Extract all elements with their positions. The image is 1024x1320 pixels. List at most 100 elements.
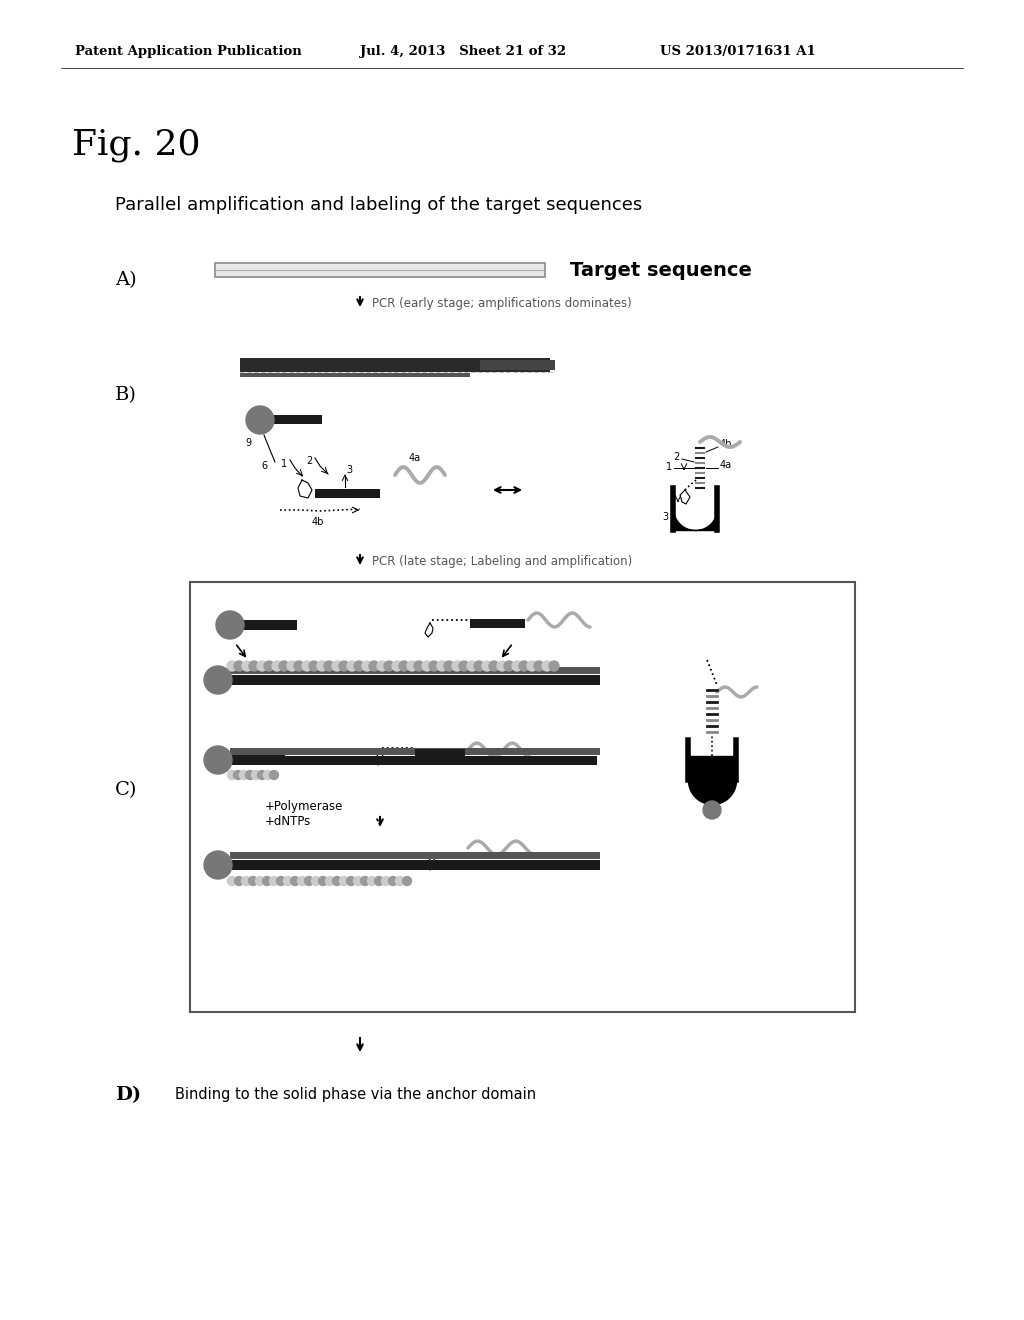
Circle shape bbox=[407, 661, 417, 671]
Circle shape bbox=[246, 771, 255, 780]
Circle shape bbox=[549, 661, 559, 671]
Text: A): A) bbox=[115, 271, 136, 289]
Circle shape bbox=[512, 661, 522, 671]
Circle shape bbox=[324, 661, 334, 671]
Circle shape bbox=[482, 661, 492, 671]
Circle shape bbox=[233, 771, 243, 780]
Circle shape bbox=[377, 661, 387, 671]
Bar bbox=[242, 620, 297, 630]
Text: 2: 2 bbox=[306, 455, 312, 466]
Circle shape bbox=[298, 876, 306, 886]
Text: Target sequence: Target sequence bbox=[570, 260, 752, 280]
Circle shape bbox=[216, 611, 244, 639]
Text: Fig. 20: Fig. 20 bbox=[72, 128, 201, 162]
Circle shape bbox=[429, 661, 439, 671]
Bar bbox=[480, 360, 555, 370]
Bar bbox=[240, 374, 470, 378]
Text: 3: 3 bbox=[662, 512, 668, 521]
Circle shape bbox=[256, 876, 264, 886]
Circle shape bbox=[269, 771, 279, 780]
Circle shape bbox=[311, 876, 321, 886]
Circle shape bbox=[249, 661, 259, 671]
Bar bbox=[315, 488, 380, 498]
Bar bbox=[190, 582, 855, 1012]
Text: 4b: 4b bbox=[312, 517, 325, 527]
Circle shape bbox=[276, 876, 286, 886]
Circle shape bbox=[368, 876, 377, 886]
Text: 4a: 4a bbox=[409, 453, 421, 463]
Circle shape bbox=[291, 876, 299, 886]
Circle shape bbox=[395, 876, 404, 886]
Circle shape bbox=[269, 876, 279, 886]
Circle shape bbox=[326, 876, 335, 886]
Circle shape bbox=[279, 661, 289, 671]
Text: 4b: 4b bbox=[720, 440, 732, 449]
Circle shape bbox=[204, 667, 232, 694]
Circle shape bbox=[369, 661, 379, 671]
Circle shape bbox=[257, 661, 267, 671]
Bar bbox=[282, 756, 597, 766]
Text: +Polymerase
+dNTPs: +Polymerase +dNTPs bbox=[265, 800, 343, 828]
Text: Jul. 4, 2013   Sheet 21 of 32: Jul. 4, 2013 Sheet 21 of 32 bbox=[360, 45, 566, 58]
Text: Patent Application Publication: Patent Application Publication bbox=[75, 45, 302, 58]
Circle shape bbox=[234, 661, 244, 671]
Circle shape bbox=[474, 661, 484, 671]
Text: 1: 1 bbox=[666, 462, 672, 473]
Circle shape bbox=[362, 661, 372, 671]
Circle shape bbox=[360, 876, 370, 886]
Text: C): C) bbox=[115, 781, 137, 799]
Text: B): B) bbox=[115, 385, 137, 404]
Circle shape bbox=[242, 661, 252, 671]
Circle shape bbox=[459, 661, 469, 671]
Circle shape bbox=[422, 661, 432, 671]
Circle shape bbox=[309, 661, 319, 671]
Circle shape bbox=[272, 661, 282, 671]
Circle shape bbox=[257, 771, 266, 780]
Circle shape bbox=[497, 661, 507, 671]
Circle shape bbox=[252, 771, 260, 780]
Circle shape bbox=[340, 876, 348, 886]
Circle shape bbox=[527, 661, 537, 671]
Circle shape bbox=[346, 876, 355, 886]
Circle shape bbox=[249, 876, 257, 886]
Circle shape bbox=[246, 407, 274, 434]
Bar bbox=[230, 667, 600, 675]
Circle shape bbox=[542, 661, 552, 671]
Circle shape bbox=[347, 661, 357, 671]
Circle shape bbox=[402, 876, 412, 886]
Circle shape bbox=[204, 746, 232, 774]
Circle shape bbox=[240, 771, 249, 780]
Text: 2: 2 bbox=[674, 451, 680, 462]
Circle shape bbox=[242, 876, 251, 886]
Circle shape bbox=[227, 771, 237, 780]
Circle shape bbox=[504, 661, 514, 671]
Circle shape bbox=[318, 876, 328, 886]
Text: D): D) bbox=[115, 1086, 141, 1104]
Circle shape bbox=[234, 876, 244, 886]
Text: 9: 9 bbox=[245, 438, 251, 447]
Circle shape bbox=[399, 661, 409, 671]
Circle shape bbox=[204, 851, 232, 879]
Circle shape bbox=[384, 661, 394, 671]
Circle shape bbox=[382, 876, 390, 886]
Circle shape bbox=[467, 661, 477, 671]
Circle shape bbox=[388, 876, 397, 886]
Circle shape bbox=[375, 876, 384, 886]
Bar bbox=[230, 861, 600, 870]
Circle shape bbox=[263, 771, 272, 780]
Circle shape bbox=[414, 661, 424, 671]
Circle shape bbox=[332, 661, 342, 671]
Circle shape bbox=[353, 876, 362, 886]
Bar bbox=[215, 263, 545, 277]
Bar bbox=[240, 358, 550, 372]
Text: 6: 6 bbox=[261, 461, 267, 471]
Circle shape bbox=[287, 661, 297, 671]
Circle shape bbox=[302, 661, 312, 671]
Circle shape bbox=[519, 661, 529, 671]
Bar bbox=[230, 748, 600, 755]
Circle shape bbox=[227, 661, 237, 671]
Bar bbox=[470, 619, 525, 628]
Circle shape bbox=[437, 661, 447, 671]
Bar bbox=[230, 755, 285, 766]
Circle shape bbox=[264, 661, 274, 671]
